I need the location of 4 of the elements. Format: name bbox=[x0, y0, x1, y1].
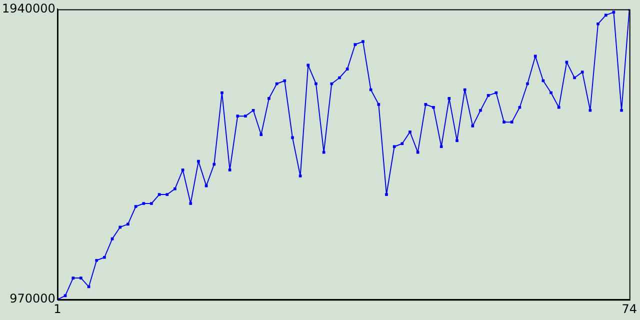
y-tick-label: 1940000 bbox=[2, 1, 56, 16]
x-tick-label: 74 bbox=[622, 302, 638, 316]
y-tick-label: 970000 bbox=[10, 292, 56, 306]
x-tick-label: 1 bbox=[54, 302, 62, 316]
